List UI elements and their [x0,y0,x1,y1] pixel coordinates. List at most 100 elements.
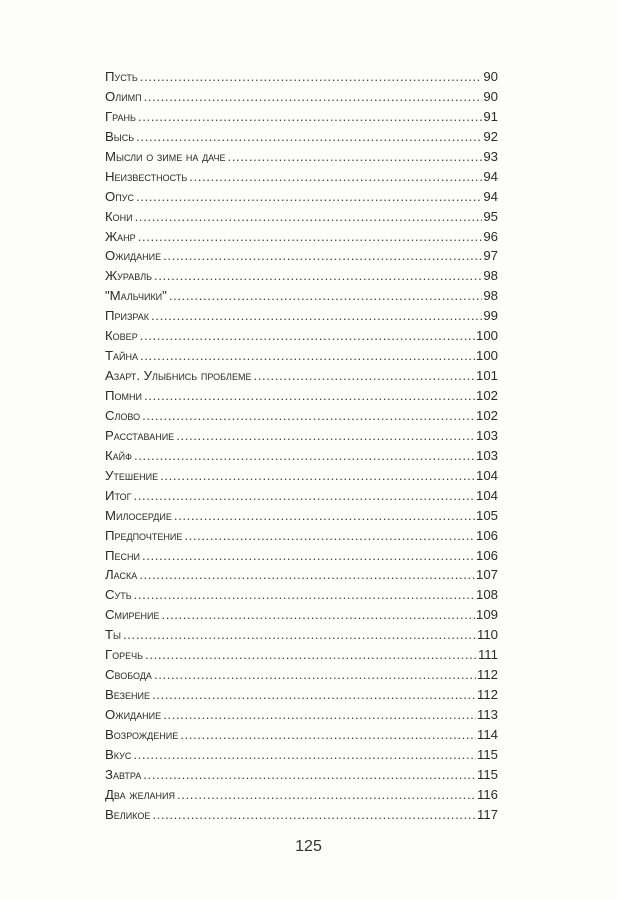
toc-entry: Песни 106 [105,546,498,566]
page-number: 125 [295,838,322,855]
toc-entry: Ковер 100 [105,326,498,346]
dot-leader [134,446,475,466]
toc-entry: Итог 104 [105,486,498,506]
toc-entry-title: Олимп [105,88,142,104]
toc-entry-title: Пусть [105,69,138,84]
toc-entry-page: 109 [475,607,498,623]
toc-entry: Возрождение 114 [105,725,498,745]
toc-entry-title: Мысли о зиме на даче [105,148,226,164]
toc-entry: "Мальчики" 98 [105,286,498,306]
toc-entry-page: 102 [475,388,498,403]
toc-entry-title: Итог [105,487,132,503]
dot-leader [177,785,476,805]
dot-leader [176,426,475,446]
toc-entry-title: Кони [105,208,133,224]
toc-entry-page: 114 [476,726,498,742]
toc-entry-page: 112 [476,667,498,683]
toc-entry: Смирение 109 [105,605,498,625]
toc-entry-page: 115 [476,766,498,782]
toc-entry-page: 101 [475,368,498,384]
dot-leader [228,147,483,167]
toc-entry-title: Опус [105,188,134,204]
toc-entry-title: Ожидание [105,707,162,722]
toc-entry-page: 107 [475,567,498,583]
toc-entry: Неизвестность 94 [105,167,498,187]
toc-entry-page: 103 [475,427,498,443]
toc-entry: Утешение 104 [105,466,498,486]
toc-entry-title: Великое [105,806,151,822]
toc-entry-title: Слово [105,407,141,423]
toc-entry: Высь 92 [105,127,498,147]
toc-entry-page: 98 [483,288,498,304]
toc-entry: Ты 110 [105,625,498,645]
toc-entry-title: Журавль [105,268,153,284]
toc-entry: Завтра 115 [105,765,498,785]
toc-entry: Великое 117 [105,805,498,825]
toc-entry: Азарт. Улыбнись проблеме 101 [105,366,498,386]
toc-entry-title: Песни [105,547,140,563]
dot-leader [144,386,475,406]
toc-entry-title: "Мальчики" [105,288,167,304]
dot-leader [144,87,483,107]
dot-leader [163,705,476,725]
toc-entry: Грань 91 [105,107,498,127]
toc-entry: Олимп 90 [105,87,498,107]
toc-entry: Журавль 98 [105,266,498,286]
toc-entry-page: 111 [477,647,498,663]
toc-entry: Жанр 96 [105,227,498,247]
dot-leader [151,306,482,326]
toc-entry-page: 99 [483,308,498,324]
table-of-contents: Пусть 90 Олимп 90 Грань 91 Высь 92 Мысли о зиме … [105,67,498,825]
toc-entry-title: Расставание [105,427,175,443]
toc-entry-page: 106 [475,547,498,563]
toc-entry-title: Азарт. Улыбнись проблеме [105,368,252,384]
dot-leader [154,665,476,685]
toc-entry-page: 103 [475,447,498,463]
toc-entry: Вкус 115 [105,745,498,765]
toc-entry-title: Помни [105,388,142,403]
toc-entry: Ожидание 113 [105,705,498,725]
toc-entry-title: Суть [105,587,132,603]
toc-entry: Расставание 103 [105,426,498,446]
toc-entry: Слово 102 [105,406,498,426]
dot-leader [189,167,482,187]
toc-entry: Милосердие 105 [105,506,498,526]
toc-entry-title: Жанр [105,228,136,244]
toc-entry: Ласка 107 [105,565,498,585]
toc-entry-title: Предпочтение [105,527,183,543]
dot-leader [133,745,476,765]
dot-leader [163,246,482,266]
toc-entry-title: Кайф [105,447,132,463]
toc-entry-page: 112 [476,687,498,703]
dot-leader [136,127,482,147]
dot-leader [152,685,476,705]
toc-entry-title: Вкус [105,746,132,762]
toc-entry-title: Утешение [105,467,159,483]
toc-entry: Предпочтение 106 [105,526,498,546]
toc-entry-page: 102 [475,407,498,423]
toc-entry: Тайна 100 [105,346,498,366]
toc-entry: Кони 95 [105,207,498,227]
toc-entry-page: 100 [475,348,498,364]
toc-entry-title: Призрак [105,308,150,324]
toc-entry-page: 110 [476,627,498,643]
toc-entry-page: 116 [476,786,498,802]
toc-entry: Опус 94 [105,187,498,207]
toc-entry-title: Возрождение [105,726,179,742]
toc-entry-page: 106 [475,527,498,543]
dot-leader [140,326,475,346]
toc-entry: Ожидание 97 [105,246,498,266]
toc-entry-title: Свобода [105,667,152,683]
toc-entry-title: Милосердие [105,507,172,523]
toc-entry-page: 90 [483,88,498,104]
toc-entry-page: 93 [483,148,498,164]
toc-entry: Горечь 111 [105,645,498,665]
toc-entry-page: 108 [475,587,498,603]
dot-leader [142,406,475,426]
dot-leader [138,107,482,127]
toc-entry: Пусть 90 [105,67,498,87]
dot-leader [184,526,475,546]
toc-entry-page: 90 [483,69,498,84]
toc-entry-title: Ласка [105,567,138,583]
toc-entry-page: 113 [476,707,498,722]
